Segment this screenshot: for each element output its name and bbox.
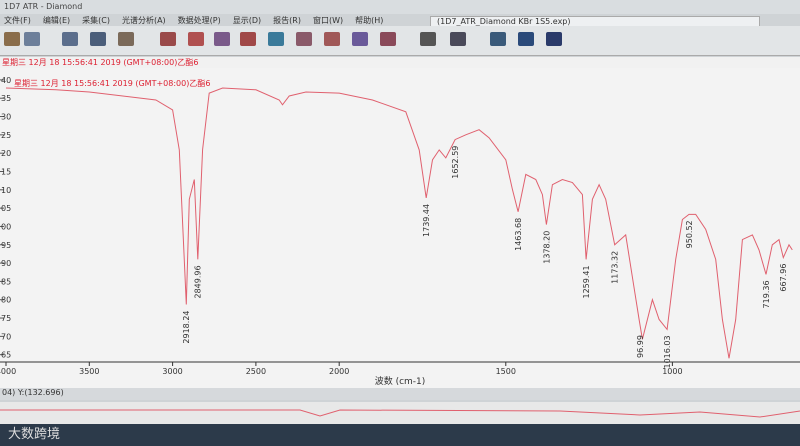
tool-icon[interactable] [518, 32, 534, 46]
peak-label: 1173.32 [611, 251, 620, 284]
tool-icon[interactable] [380, 32, 396, 46]
peak-label: 1739.44 [422, 204, 431, 237]
y-tick-label: 75 [1, 314, 11, 323]
peak-label: 950.52 [685, 220, 694, 248]
menu-item[interactable]: 采集(C) [82, 16, 110, 25]
x-tick-label: 2000 [329, 367, 349, 376]
x-axis-label: 波数 (cm-1) [375, 375, 426, 387]
toolbar [0, 26, 800, 56]
tool-icon[interactable] [450, 32, 466, 46]
y-tick-label: 25 [1, 131, 11, 140]
peak-label: 96.99 [636, 335, 645, 358]
peak-label: 1378.20 [542, 231, 551, 264]
tool-icon[interactable] [546, 32, 562, 46]
tool-icon[interactable] [62, 32, 78, 46]
tool-icon[interactable] [420, 32, 436, 46]
x-tick-label: 2500 [246, 367, 266, 376]
tool-icon[interactable] [188, 32, 204, 46]
peak-label: 667.96 [779, 264, 788, 292]
chart: 星期三 12月 18 15:56:41 2019 (GMT+08:00)乙酯6 … [0, 68, 800, 388]
y-tick-label: 30 [1, 113, 11, 122]
peak-label: 1652.59 [451, 146, 460, 179]
y-tick-label: 15 [1, 167, 11, 176]
y-tick-label: 40 [1, 76, 11, 85]
x-tick-label: 4000 [0, 367, 16, 376]
tool-icon[interactable] [324, 32, 340, 46]
menu-item[interactable]: 数据处理(P) [177, 16, 221, 25]
tool-icon[interactable] [118, 32, 134, 46]
peak-label: 1463.68 [514, 218, 523, 251]
tool-icon[interactable] [90, 32, 106, 46]
tool-icon[interactable] [214, 32, 230, 46]
menu-item[interactable]: 窗口(W) [312, 16, 344, 25]
title-bar: 1D7 ATR - Diamond [0, 0, 800, 14]
peak-label: 2849.96 [194, 265, 203, 298]
peak-label: 719.36 [762, 280, 771, 308]
menu-item[interactable]: 报告(R) [273, 16, 301, 25]
y-tick-label: 90 [1, 259, 11, 268]
status-bar: 04) Y:(132.696) [0, 388, 800, 400]
menu-item[interactable]: 光谱分析(A) [121, 16, 166, 25]
x-tick-label: 1000 [662, 367, 682, 376]
peak-label: 1016.03 [663, 335, 672, 368]
x-tick-label: 3500 [79, 367, 99, 376]
menu-bar: 文件(F) 编辑(E) 采集(C) 光谱分析(A) 数据处理(P) 显示(D) 报告(R) 窗… [0, 14, 800, 26]
menu-item[interactable]: 显示(D) [232, 16, 262, 25]
overview-line [0, 409, 800, 418]
tool-icon[interactable] [490, 32, 506, 46]
menu-item[interactable]: 帮助(H) [355, 16, 384, 25]
watermark: 大数跨境 [8, 427, 61, 442]
tool-icon[interactable] [4, 32, 20, 46]
y-tick-label: 80 [1, 296, 11, 305]
y-tick-label: 65 [1, 351, 11, 360]
y-tick-label: 35 [1, 94, 11, 103]
tool-icon[interactable] [352, 32, 368, 46]
status-text: 04) Y:(132.696) [2, 388, 64, 397]
tool-icon[interactable] [240, 32, 256, 46]
y-tick-label: 00 [1, 222, 11, 231]
header-text: 星期三 12月 18 15:56:41 2019 (GMT+08:00)乙酯6 [2, 58, 199, 67]
y-tick-label: 70 [1, 332, 11, 341]
overview-bg [0, 402, 800, 424]
y-tick-label: 20 [1, 149, 11, 158]
spectrum-line [5, 87, 793, 359]
peak-label: 2918.24 [182, 310, 191, 343]
peak-label: 1259.41 [582, 265, 591, 298]
y-tick-label: 10 [1, 186, 11, 195]
taskbar: 大数跨境 [0, 424, 800, 446]
x-tick-label: 3000 [162, 367, 182, 376]
menu-item[interactable]: 文件(F) [4, 16, 31, 25]
y-tick-label: 85 [1, 277, 11, 286]
tool-icon[interactable] [296, 32, 312, 46]
window-title: 1D7 ATR - Diamond [4, 2, 83, 11]
spectrum-title: 星期三 12月 18 15:56:41 2019 (GMT+08:00)乙酯6 [14, 79, 210, 88]
tool-icon[interactable] [268, 32, 284, 46]
chart-area [0, 68, 800, 388]
x-tick-label: 1500 [496, 367, 516, 376]
y-tick-label: 95 [1, 241, 11, 250]
menu-item[interactable]: 编辑(E) [42, 16, 71, 25]
tool-icon[interactable] [24, 32, 40, 46]
y-tick-label: 05 [1, 204, 11, 213]
tool-icon[interactable] [160, 32, 176, 46]
spectrum-header: 星期三 12月 18 15:56:41 2019 (GMT+08:00)乙酯6 [0, 57, 800, 68]
overview-strip [0, 402, 800, 424]
